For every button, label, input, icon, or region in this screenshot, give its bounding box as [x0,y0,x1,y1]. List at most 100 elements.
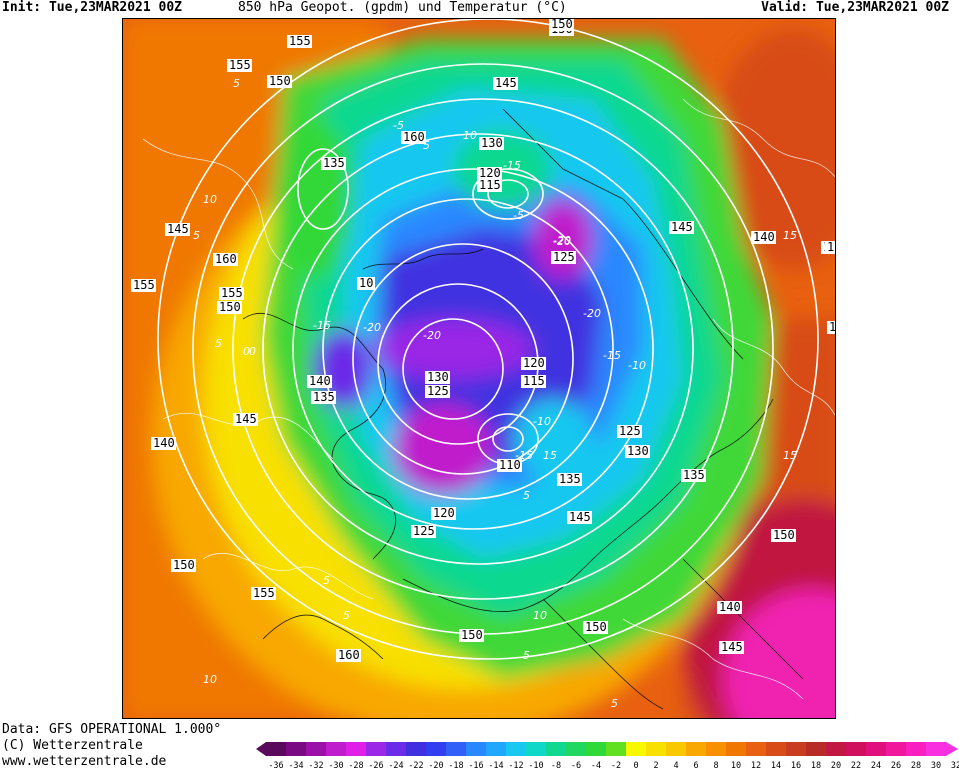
temperature-label: -15 [313,319,331,332]
colorbar-swatch [426,742,447,756]
svg-text:155: 155 [253,586,275,600]
colorbar-swatch [586,742,607,756]
colorbar-tick-label: 28 [911,761,921,770]
temperature-label: -15 [515,449,533,462]
contour-label: 150 [217,300,242,314]
colorbar-tick-label: 14 [771,761,781,770]
temperature-label: -15 [603,349,621,362]
colorbar-tick-label: 26 [891,761,901,770]
colorbar-tick-label: 20 [831,761,841,770]
svg-text:150: 150 [461,628,483,642]
colorbar-swatch [766,742,787,756]
temperature-label: -15 [503,159,521,172]
temperature-label: -10 [628,359,646,372]
colorbar-swatch [706,742,727,756]
valid-time: Valid: Tue,23MAR2021 00Z [761,0,949,15]
svg-text:160: 160 [338,648,360,662]
svg-text:155: 155 [221,286,243,300]
colorbar-swatch [266,742,287,756]
contour-label: 140 [151,436,176,450]
colorbar-tick-label: -34 [288,761,303,770]
contour-label: 155 [825,240,836,254]
colorbar-swatch [626,742,647,756]
colorbar-tick-label: -18 [448,761,463,770]
colorbar-swatch [346,742,367,756]
svg-text:120: 120 [479,166,501,180]
temperature-label: 5 [423,139,430,152]
svg-text:115: 115 [479,178,501,192]
svg-text:155: 155 [133,278,155,292]
temperature-label: 15 [543,449,557,462]
contour-label: 155 [227,58,252,72]
svg-text:150: 150 [219,300,241,314]
svg-text:145: 145 [569,510,591,524]
colorbar-swatch [546,742,567,756]
contour-label: 145 [669,220,694,234]
weather-map: 1501551551501451601351451401351301201151… [122,18,836,719]
colorbar-swatch [326,742,347,756]
colorbar-tick-label: -4 [591,761,601,770]
svg-text:155: 155 [827,240,836,254]
colorbar-swatch [906,742,927,756]
colorbar-tick-label: 18 [811,761,821,770]
svg-text:155: 155 [289,34,311,48]
colorbar-tick-label: 2 [653,761,658,770]
colorbar-tick-label: 0 [633,761,638,770]
svg-text:150: 150 [173,558,195,572]
colorbar-tick-label: 10 [731,761,741,770]
contour-label: 10 [357,276,375,290]
temperature-label: 5 [523,649,530,662]
contour-label: 125 [551,250,576,264]
colorbar-tick-label: 16 [791,761,801,770]
temperature-label: 5 [611,697,618,710]
temperature-label: 5 [193,229,200,242]
colorbar-swatch [786,742,807,756]
colorbar-arrow-right [946,742,958,756]
temperature-label: -5 [393,119,404,132]
colorbar-swatch [686,742,707,756]
colorbar-tick-label: -6 [571,761,581,770]
temperature-label: 10 [533,609,547,622]
contour-label: 150 [171,558,196,572]
svg-text:140: 140 [719,600,741,614]
temperature-label: 15 [783,449,797,462]
contour-label: 120 [431,506,456,520]
colorbar-swatch [926,742,947,756]
temperature-label: -20 [363,321,381,334]
contour-label: 115 [521,374,546,388]
svg-text:120: 120 [433,506,455,520]
colorbar-tick-label: -28 [348,761,363,770]
colorbar-swatch [846,742,867,756]
contour-label: 115 [477,178,502,192]
svg-text:135: 135 [559,472,581,486]
colorbar-tick-label: 32 [951,761,959,770]
svg-text:130: 130 [427,370,449,384]
colorbar-tick-label: -20 [428,761,443,770]
colorbar-tick-label: 4 [673,761,678,770]
colorbar-tick-label: 12 [751,761,761,770]
colorbar-tick-label: -22 [408,761,423,770]
colorbar-tick-label: -24 [388,761,403,770]
svg-text:125: 125 [413,524,435,538]
colorbar-swatch [606,742,627,756]
colorbar-tick-label: -26 [368,761,383,770]
colorbar-tick-label: -32 [308,761,323,770]
colorbar-swatch [486,742,507,756]
colorbar-tick-label: -30 [328,761,343,770]
svg-text:150: 150 [551,19,573,31]
svg-text:140: 140 [309,374,331,388]
contour-label: 130 [425,370,450,384]
contour-labels: 1501551551501451601351451401351301201151… [131,19,836,662]
svg-text:145: 145 [167,222,189,236]
contour-label: 140 [307,374,332,388]
svg-text:160: 160 [215,252,237,266]
colorbar-tick-label: -8 [551,761,561,770]
temperature-label: 10 [203,193,217,206]
svg-text:145: 145 [671,220,693,234]
website-link[interactable]: www.wetterzentrale.de [2,754,167,769]
contour-label: 130 [625,444,650,458]
init-time: Init: Tue,23MAR2021 00Z [2,0,183,15]
svg-text:135: 135 [323,156,345,170]
temperature-label: -10 [533,415,551,428]
